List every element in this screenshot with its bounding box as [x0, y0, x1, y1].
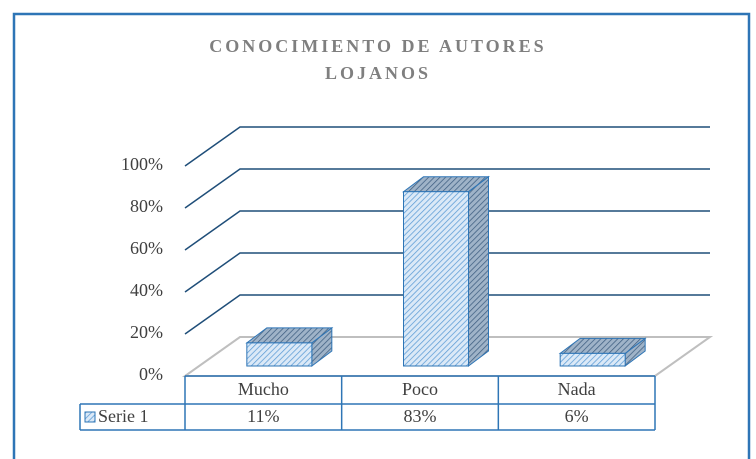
x-tick-label: Nada: [558, 379, 596, 399]
bar: [559, 352, 626, 367]
y-tick-label: 40%: [130, 280, 163, 300]
y-tick-label: 20%: [130, 322, 163, 342]
legend-swatch: [84, 411, 96, 423]
y-tick-label: 60%: [130, 238, 163, 258]
bar-side: [468, 175, 489, 367]
grid-line: [184, 126, 710, 167]
bar: [403, 191, 469, 367]
y-tick-label: 0%: [139, 364, 163, 384]
y-tick-label: 100%: [121, 154, 163, 174]
chart-title: CONOCIMIENTO DE AUTORES: [209, 36, 546, 56]
data-label: 6%: [565, 406, 589, 426]
x-tick-label: Poco: [402, 379, 438, 399]
bar: [246, 342, 313, 367]
data-label: 11%: [247, 406, 279, 426]
chart-title: LOJANOS: [325, 63, 431, 83]
x-tick-label: Mucho: [238, 379, 289, 399]
y-tick-label: 80%: [130, 196, 163, 216]
legend-label: Serie 1: [98, 406, 148, 426]
grid-line: [184, 210, 710, 251]
grid-line: [184, 252, 710, 293]
grid-line: [184, 168, 710, 209]
grid-line: [184, 294, 710, 335]
data-label: 83%: [404, 406, 437, 426]
chart-border: [12, 12, 751, 459]
grid-line: [184, 336, 710, 377]
